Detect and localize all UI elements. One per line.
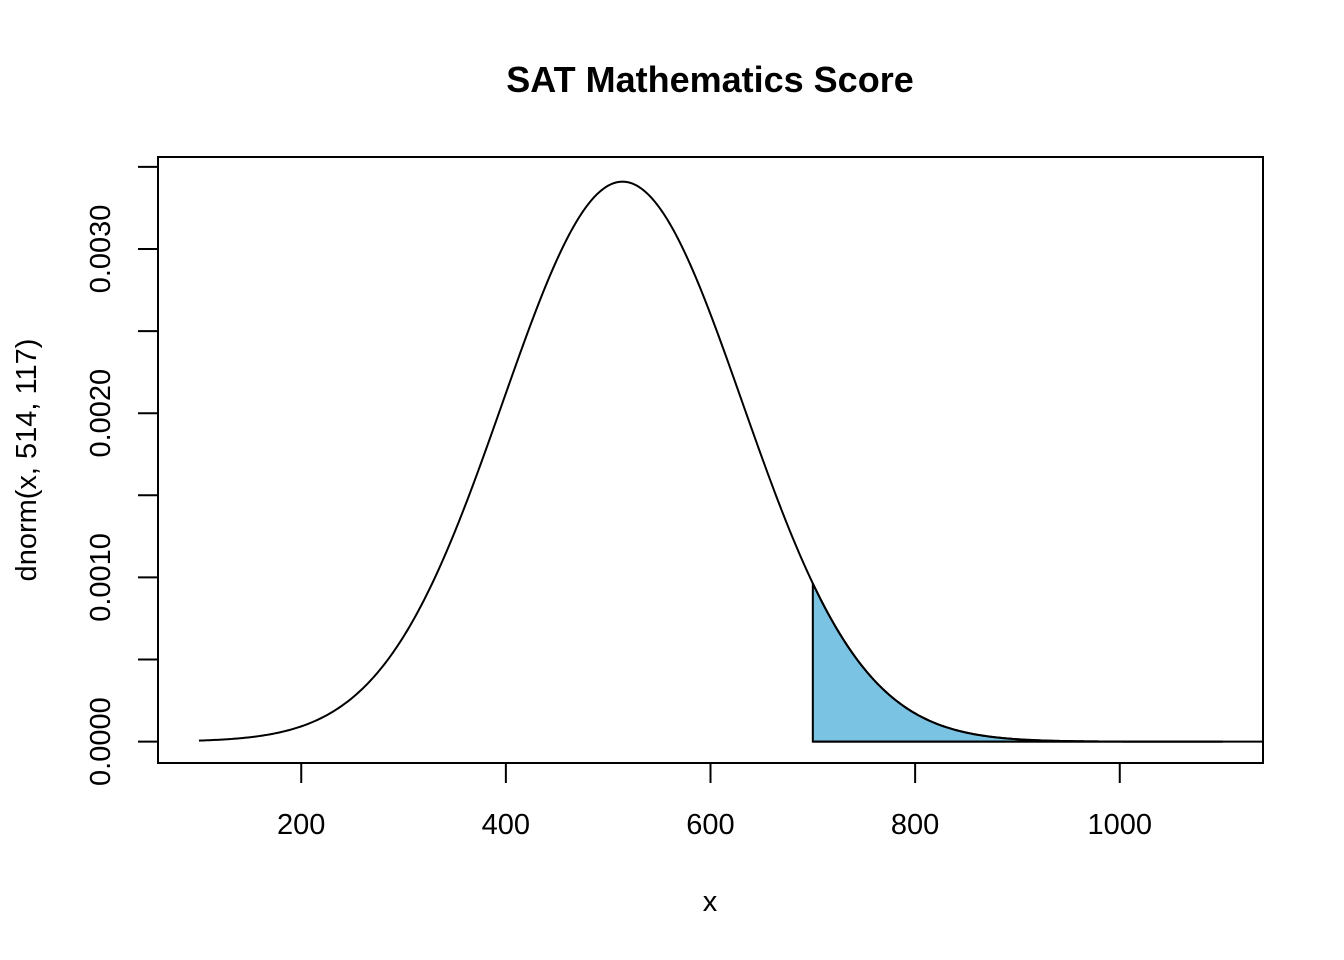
plot-frame xyxy=(157,156,1264,764)
x-axis-label: x xyxy=(703,886,718,918)
x-tick-label: 800 xyxy=(891,809,939,841)
x-tick-label: 200 xyxy=(277,809,325,841)
y-tick-label: 0.0010 xyxy=(85,533,117,622)
x-tick-label: 400 xyxy=(482,809,530,841)
density-curve xyxy=(198,180,1223,743)
x-tick-label: 1000 xyxy=(1088,809,1153,841)
y-tick-label: 0.0020 xyxy=(85,369,117,458)
x-tick-label: 600 xyxy=(686,809,734,841)
x-axis: 200 400 600 800 1000 xyxy=(277,762,1153,841)
y-axis: 0.0000 0.0010 0.0020 0.0030 xyxy=(85,165,159,786)
chart-title: SAT Mathematics Score xyxy=(506,59,913,100)
plot-area xyxy=(198,180,1263,743)
y-tick-label: 0.0000 xyxy=(85,697,117,786)
y-axis-label: dnorm(x, 514, 117) xyxy=(11,339,43,582)
shaded-tail-area xyxy=(811,582,1224,743)
y-tick-label: 0.0030 xyxy=(85,205,117,294)
